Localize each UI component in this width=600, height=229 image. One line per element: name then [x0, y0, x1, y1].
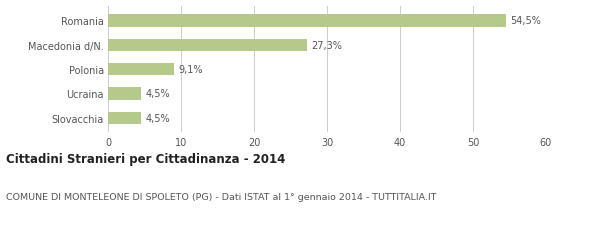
Text: COMUNE DI MONTELEONE DI SPOLETO (PG) - Dati ISTAT al 1° gennaio 2014 - TUTTITALI: COMUNE DI MONTELEONE DI SPOLETO (PG) - D…: [6, 192, 437, 201]
Bar: [108, 15, 506, 27]
Text: 4,5%: 4,5%: [145, 89, 170, 99]
Bar: [108, 112, 141, 124]
Text: Cittadini Stranieri per Cittadinanza - 2014: Cittadini Stranieri per Cittadinanza - 2…: [6, 152, 286, 165]
Bar: [108, 40, 307, 52]
Bar: [108, 64, 175, 76]
Bar: [108, 88, 141, 100]
Text: 54,5%: 54,5%: [510, 16, 541, 26]
Text: 9,1%: 9,1%: [179, 65, 203, 75]
Text: 27,3%: 27,3%: [311, 41, 343, 51]
Text: 4,5%: 4,5%: [145, 113, 170, 123]
